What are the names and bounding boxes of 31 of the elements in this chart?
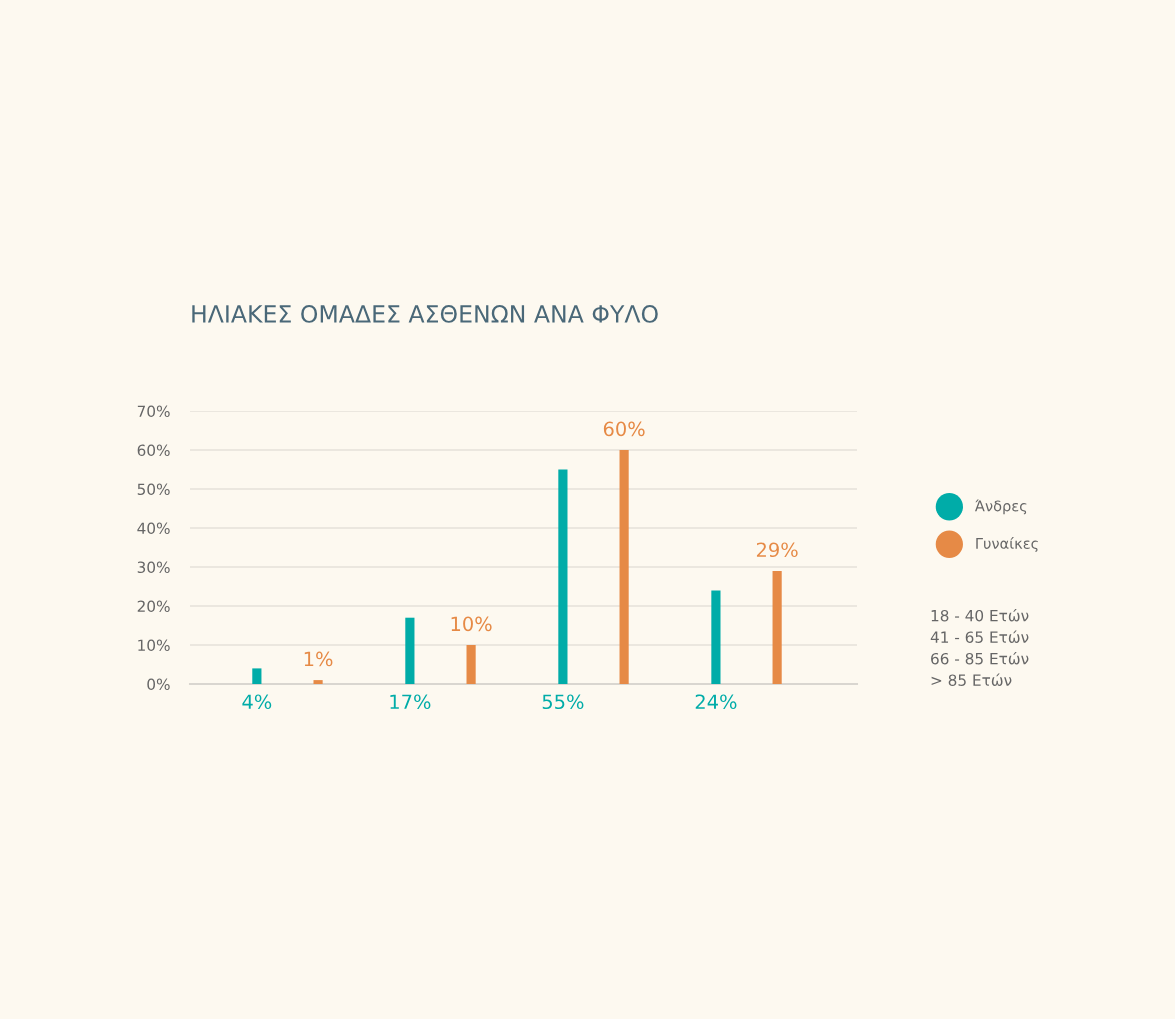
y-tick-label: 20% bbox=[137, 600, 170, 613]
y-tick-label: 50% bbox=[137, 483, 170, 496]
y-tick-label: 70% bbox=[137, 405, 170, 418]
data-label: 1% bbox=[304, 651, 333, 667]
legend-label: Άνδρες bbox=[974, 499, 1027, 515]
y-tick-label: 10% bbox=[138, 639, 170, 652]
bar bbox=[772, 570, 782, 684]
data-label: 24% bbox=[695, 694, 737, 710]
text: 41 - 65 Ετών bbox=[930, 630, 1029, 643]
data-label: 60% bbox=[603, 421, 645, 437]
data-label: 55% bbox=[542, 694, 584, 710]
y-tick-label: 60% bbox=[137, 444, 170, 457]
bar bbox=[711, 590, 721, 684]
text: > 85 Ετών bbox=[931, 673, 1012, 686]
y-tick-label: 30% bbox=[137, 561, 170, 574]
bar bbox=[619, 450, 629, 684]
chart-title: ΗΛΙΑΚΕΣ ΟΜΑΔΕΣ ΑΣΘΕΝΩΝ ΑΝΑ ΦΥΛΟ bbox=[192, 304, 658, 323]
data-label: 29% bbox=[756, 542, 798, 558]
data-label: 17% bbox=[390, 694, 431, 710]
bar bbox=[252, 668, 262, 684]
text: 66 - 85 Ετών bbox=[931, 652, 1029, 665]
legend-label: Γυναίκες bbox=[976, 537, 1038, 552]
y-tick-label: 0% bbox=[147, 678, 170, 691]
bar bbox=[466, 645, 476, 684]
data-label: 4% bbox=[242, 694, 272, 710]
bar bbox=[558, 469, 568, 684]
bar bbox=[405, 617, 415, 684]
data-label: 10% bbox=[451, 616, 492, 632]
bar bbox=[313, 680, 323, 684]
y-tick-label: 40% bbox=[137, 522, 170, 535]
text: 18 - 40 Ετών bbox=[931, 609, 1029, 622]
